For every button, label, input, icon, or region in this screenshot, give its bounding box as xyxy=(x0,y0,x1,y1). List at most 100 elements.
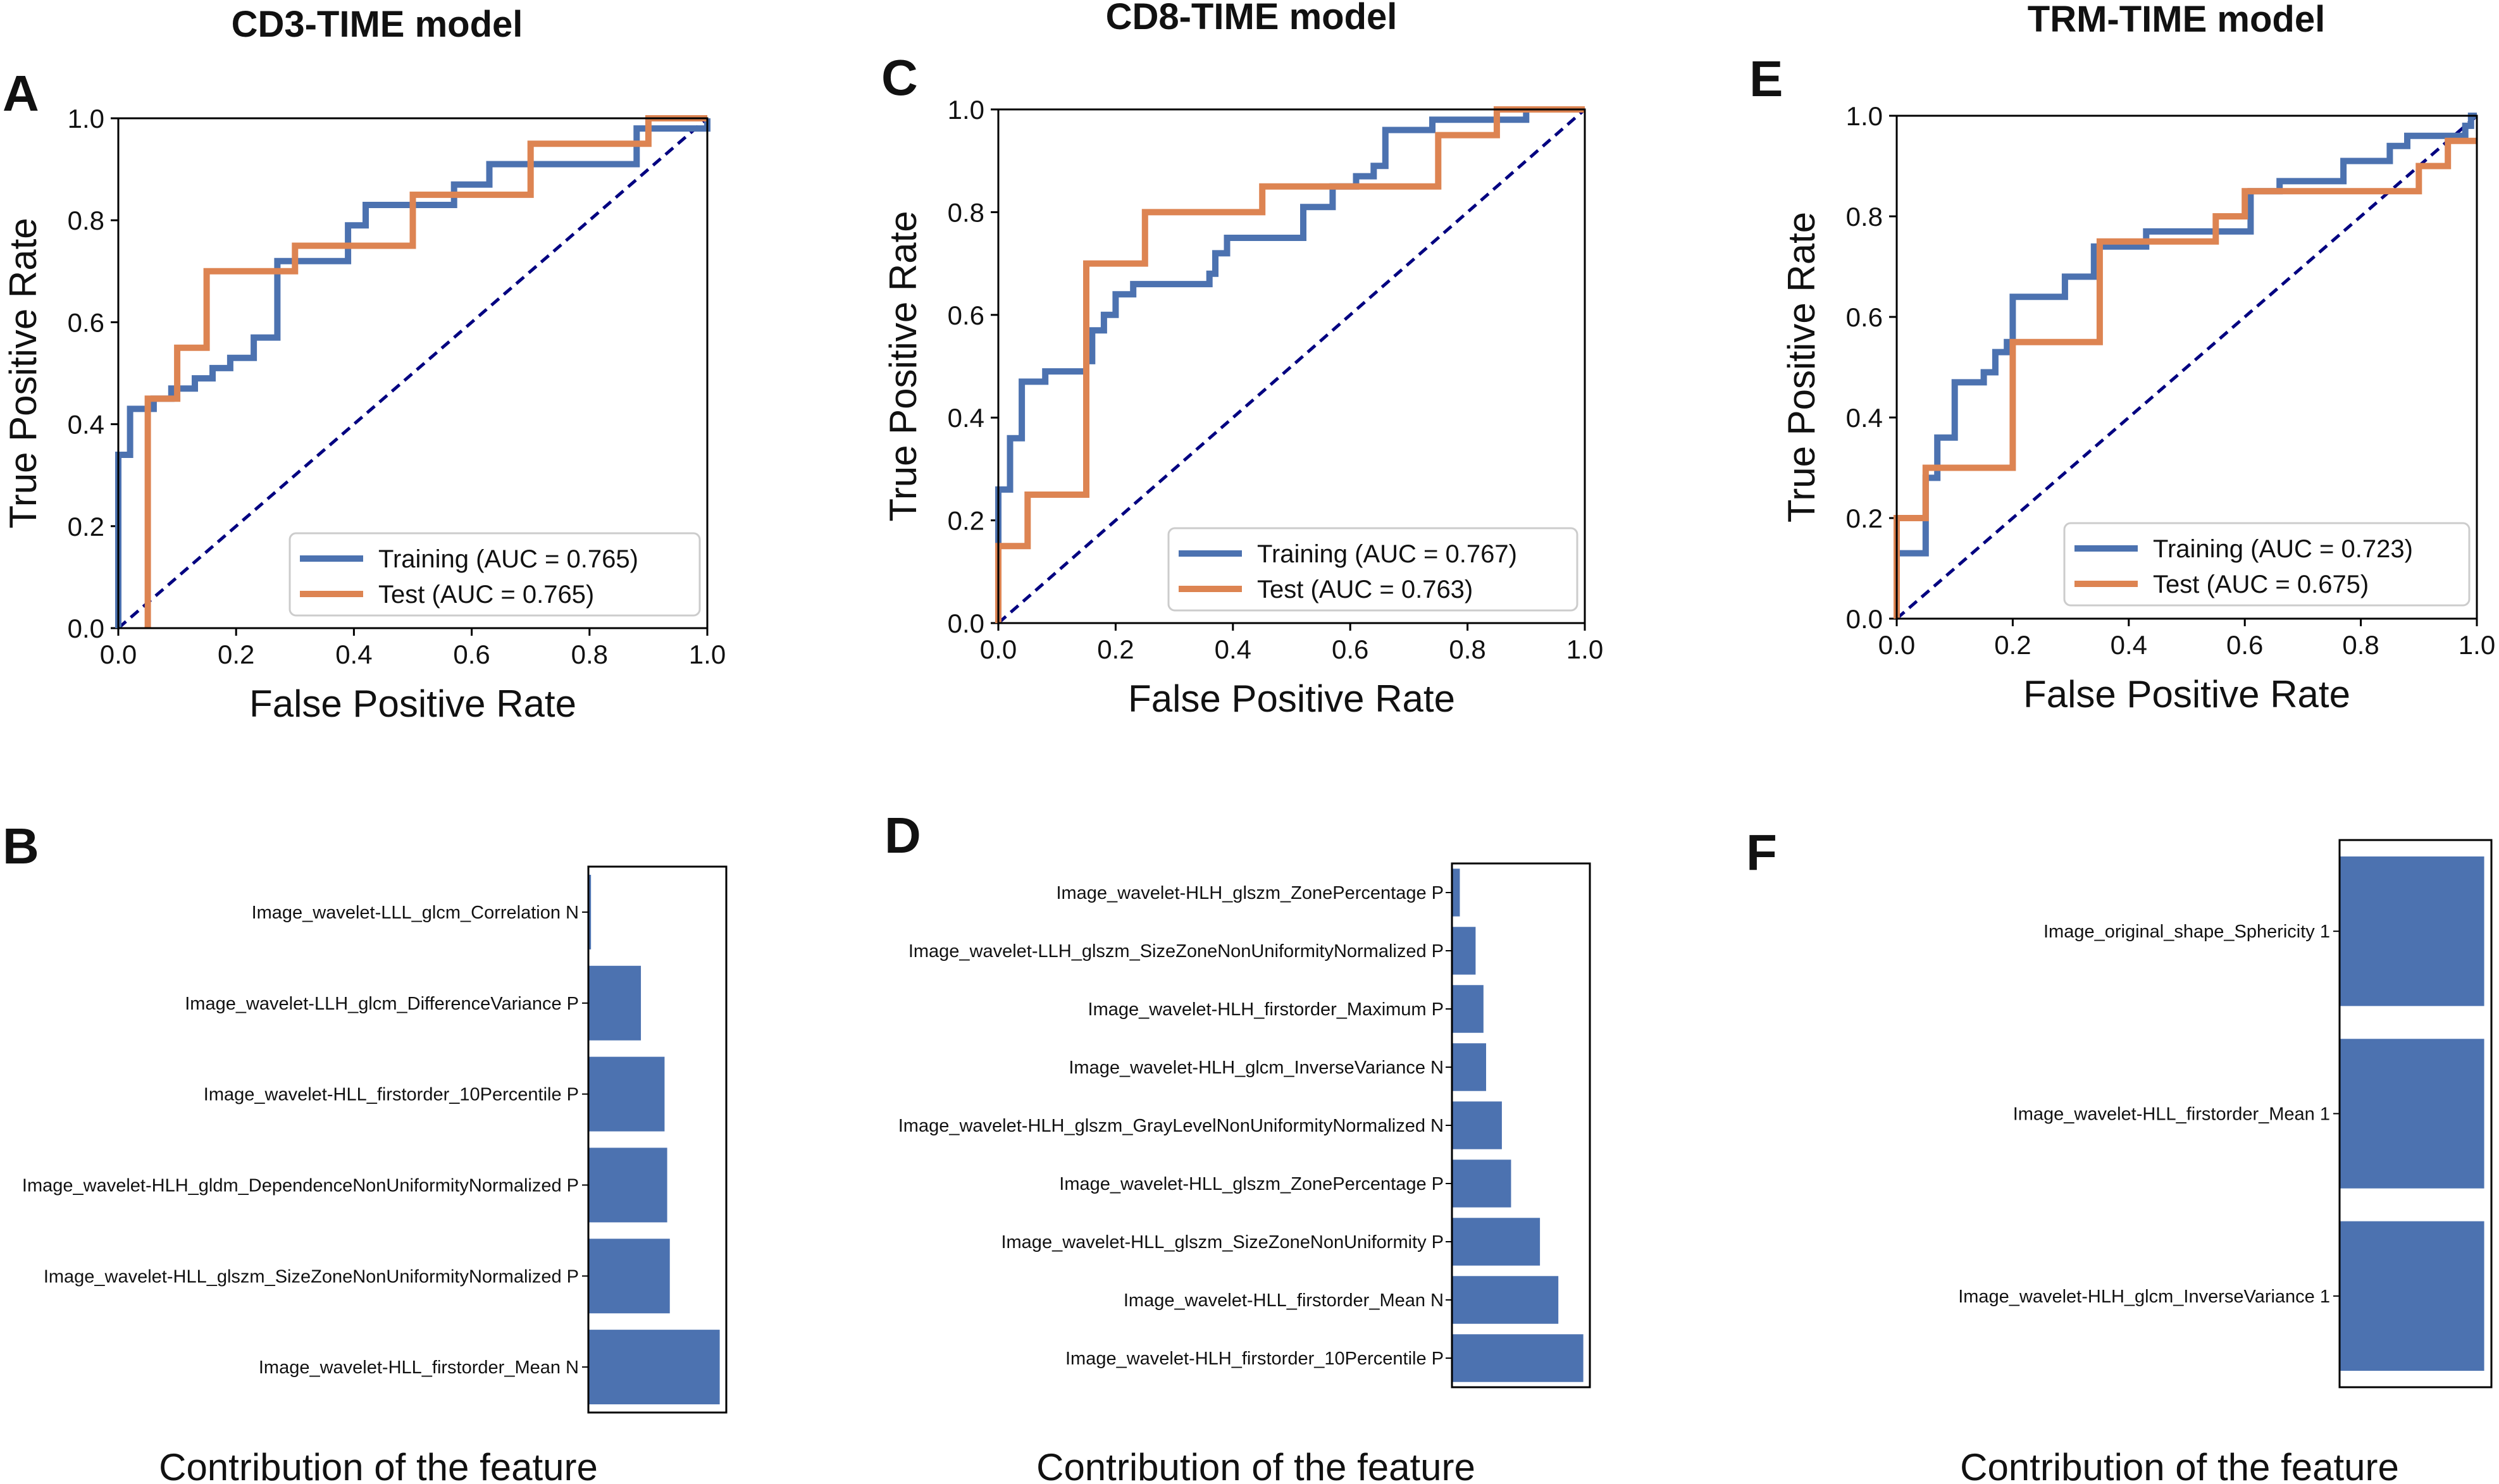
feature-bar xyxy=(1452,927,1476,975)
feature-bar xyxy=(588,1147,667,1223)
feature-bar xyxy=(588,1330,720,1405)
legend-label-test: Test (AUC = 0.765) xyxy=(378,581,594,609)
y-axis-label: True Positive Rate xyxy=(1780,212,1823,522)
roc-chart-trm: 0.0 0.2 0.4 0.6 0.8 1.0 0.0 0.2 0.4 0.6 0.8 1.0 Fals… xyxy=(1780,101,2495,715)
y-tick-label: 1.0 xyxy=(1846,101,1883,131)
x-tick-label: 0.8 xyxy=(571,640,608,669)
legend: Training (AUC = 0.723) Test (AUC = 0.675) xyxy=(2063,522,2471,607)
legend-label-test: Test (AUC = 0.675) xyxy=(2153,571,2369,598)
y-tick-label: 0.0 xyxy=(948,609,984,638)
feature-label: Image_wavelet-HLL_firstorder_10Percentil… xyxy=(204,1085,579,1105)
legend-box xyxy=(288,532,701,617)
x-tick-label: 1.0 xyxy=(689,640,726,669)
x-axis-label: False Positive Rate xyxy=(249,683,576,725)
feature-bar xyxy=(1452,1101,1502,1149)
panel-a-title: CD3-TIME model xyxy=(232,4,523,45)
feature-label: Image_wavelet-HLL_firstorder_Mean N xyxy=(1124,1290,1444,1311)
x-axis-label: False Positive Rate xyxy=(1128,677,1455,720)
feature-bar-chart-cd8: Image_wavelet-HLH_glszm_ZonePercentage P… xyxy=(898,862,1591,1484)
feature-label: Image_wavelet-HLH_firstorder_10Percentil… xyxy=(1065,1349,1444,1369)
feature-label: Image_wavelet-HLH_firstorder_Maximum P xyxy=(1088,999,1444,1020)
legend: Training (AUC = 0.767) Test (AUC = 0.763) xyxy=(1167,527,1578,612)
roc-chart-cd3: 0.0 0.2 0.4 0.6 0.8 1.0 0.0 0.2 0.4 0.6 0.8 1.0 Fals… xyxy=(2,104,726,725)
y-tick-label: 0.0 xyxy=(68,614,104,643)
x-axis-label: Contribution of the feature xyxy=(159,1446,598,1484)
feature-label: Image_wavelet-HLH_glcm_InverseVariance 1 xyxy=(1958,1287,2330,1307)
roc-series-line-training xyxy=(1894,113,2477,619)
x-tick-label: 0.6 xyxy=(453,640,490,669)
feature-label: Image_wavelet-LLL_glcm_Correlation N xyxy=(252,903,579,923)
roc-series-line-test xyxy=(144,115,707,628)
x-tick-label: 1.0 xyxy=(2459,630,2495,660)
legend-label-test: Test (AUC = 0.763) xyxy=(1257,576,1473,603)
panel-c-title: CD8-TIME model xyxy=(1106,0,1398,37)
x-tick-label: 0.2 xyxy=(1994,630,2031,660)
feature-bar xyxy=(1452,869,1460,917)
x-axis-label: Contribution of the feature xyxy=(1036,1446,1475,1484)
legend-label-training: Training (AUC = 0.723) xyxy=(2153,535,2413,563)
x-axis-label: False Positive Rate xyxy=(2023,673,2350,715)
feature-label: Image_wavelet-HLH_gldm_DependenceNonUnif… xyxy=(22,1175,579,1196)
feature-bar xyxy=(1452,1218,1541,1266)
feature-bar xyxy=(1452,1334,1584,1382)
plot-frame xyxy=(1451,862,1591,1388)
y-tick-label: 1.0 xyxy=(68,104,104,133)
panel-e-title: TRM-TIME model xyxy=(2028,0,2325,40)
feature-bar xyxy=(588,1056,665,1132)
y-axis-label: True Positive Rate xyxy=(882,211,924,521)
x-tick-label: 0.0 xyxy=(1878,630,1915,660)
panel-letter-c: C xyxy=(881,49,918,106)
plot-frame xyxy=(2338,839,2493,1388)
y-tick-label: 0.4 xyxy=(68,410,104,440)
feature-bar xyxy=(2340,856,2484,1006)
x-tick-label: 1.0 xyxy=(1566,634,1603,664)
feature-label: Image_wavelet-HLH_glszm_GrayLevelNonUnif… xyxy=(898,1116,1444,1136)
panel-letter-a: A xyxy=(3,65,39,121)
x-tick-label: 0.6 xyxy=(2226,630,2263,660)
y-tick-label: 0.0 xyxy=(1846,604,1883,634)
x-tick-label: 0.8 xyxy=(2342,630,2379,660)
x-tick-label: 0.4 xyxy=(1215,634,1251,664)
chance-diagonal-line xyxy=(1895,114,2478,620)
y-tick-label: 0.4 xyxy=(948,403,984,433)
x-axis-label: Contribution of the feature xyxy=(1960,1446,2399,1484)
feature-bar xyxy=(1452,1276,1559,1324)
feature-label: Image_wavelet-LLH_glcm_DifferenceVarianc… xyxy=(185,994,579,1014)
y-tick-label: 0.6 xyxy=(948,300,984,330)
legend: Training (AUC = 0.765) Test (AUC = 0.765) xyxy=(288,532,701,617)
feature-bar xyxy=(1452,985,1484,1033)
y-tick-label: 0.2 xyxy=(948,506,984,536)
panel-letter-e: E xyxy=(1749,51,1783,107)
roc-series-line-training xyxy=(995,106,1585,623)
feature-bar xyxy=(2340,1039,2484,1189)
feature-label: Image_wavelet-HLL_glszm_SizeZoneNonUnifo… xyxy=(1001,1232,1444,1252)
feature-bar xyxy=(1452,1159,1511,1208)
feature-label: Image_wavelet-HLL_firstorder_Mean 1 xyxy=(2013,1104,2330,1125)
x-tick-label: 0.8 xyxy=(1449,634,1485,664)
x-tick-label: 0.4 xyxy=(335,640,372,669)
feature-label: Image_wavelet-HLL_firstorder_Mean N xyxy=(259,1357,579,1378)
feature-label: Image_wavelet-HLL_glszm_ZonePercentage P xyxy=(1059,1174,1444,1194)
y-tick-label: 0.4 xyxy=(1846,403,1883,433)
feature-bar xyxy=(588,1239,670,1314)
y-tick-label: 0.8 xyxy=(1846,202,1883,232)
plot-frame xyxy=(117,117,709,629)
feature-label: Image_wavelet-HLH_glcm_InverseVariance N xyxy=(1069,1058,1444,1078)
feature-label: Image_wavelet-LLH_glszm_SizeZoneNonUnifo… xyxy=(908,941,1444,962)
panel-letter-d: D xyxy=(884,807,921,863)
y-axis-label: True Positive Rate xyxy=(2,218,44,528)
panel-letter-f: F xyxy=(1746,824,1777,881)
y-tick-label: 0.2 xyxy=(1846,504,1883,533)
legend-label-training: Training (AUC = 0.765) xyxy=(378,545,638,573)
plot-frame xyxy=(587,865,728,1414)
chance-diagonal-line xyxy=(997,108,1586,624)
x-tick-label: 0.0 xyxy=(980,634,1017,664)
chance-diagonal-line xyxy=(117,117,709,629)
roc-chart-cd8: 0.0 0.2 0.4 0.6 0.8 1.0 0.0 0.2 0.4 0.6 0.8 1.0 Fals… xyxy=(882,95,1603,720)
feature-label: Image_wavelet-HLL_glszm_SizeZoneNonUnifo… xyxy=(44,1266,579,1287)
y-tick-label: 0.8 xyxy=(948,197,984,227)
legend-label-training: Training (AUC = 0.767) xyxy=(1257,540,1517,568)
feature-bar-chart-cd3: Image_wavelet-LLL_glcm_Correlation N Imag… xyxy=(22,865,728,1484)
feature-bar xyxy=(1452,1043,1486,1091)
